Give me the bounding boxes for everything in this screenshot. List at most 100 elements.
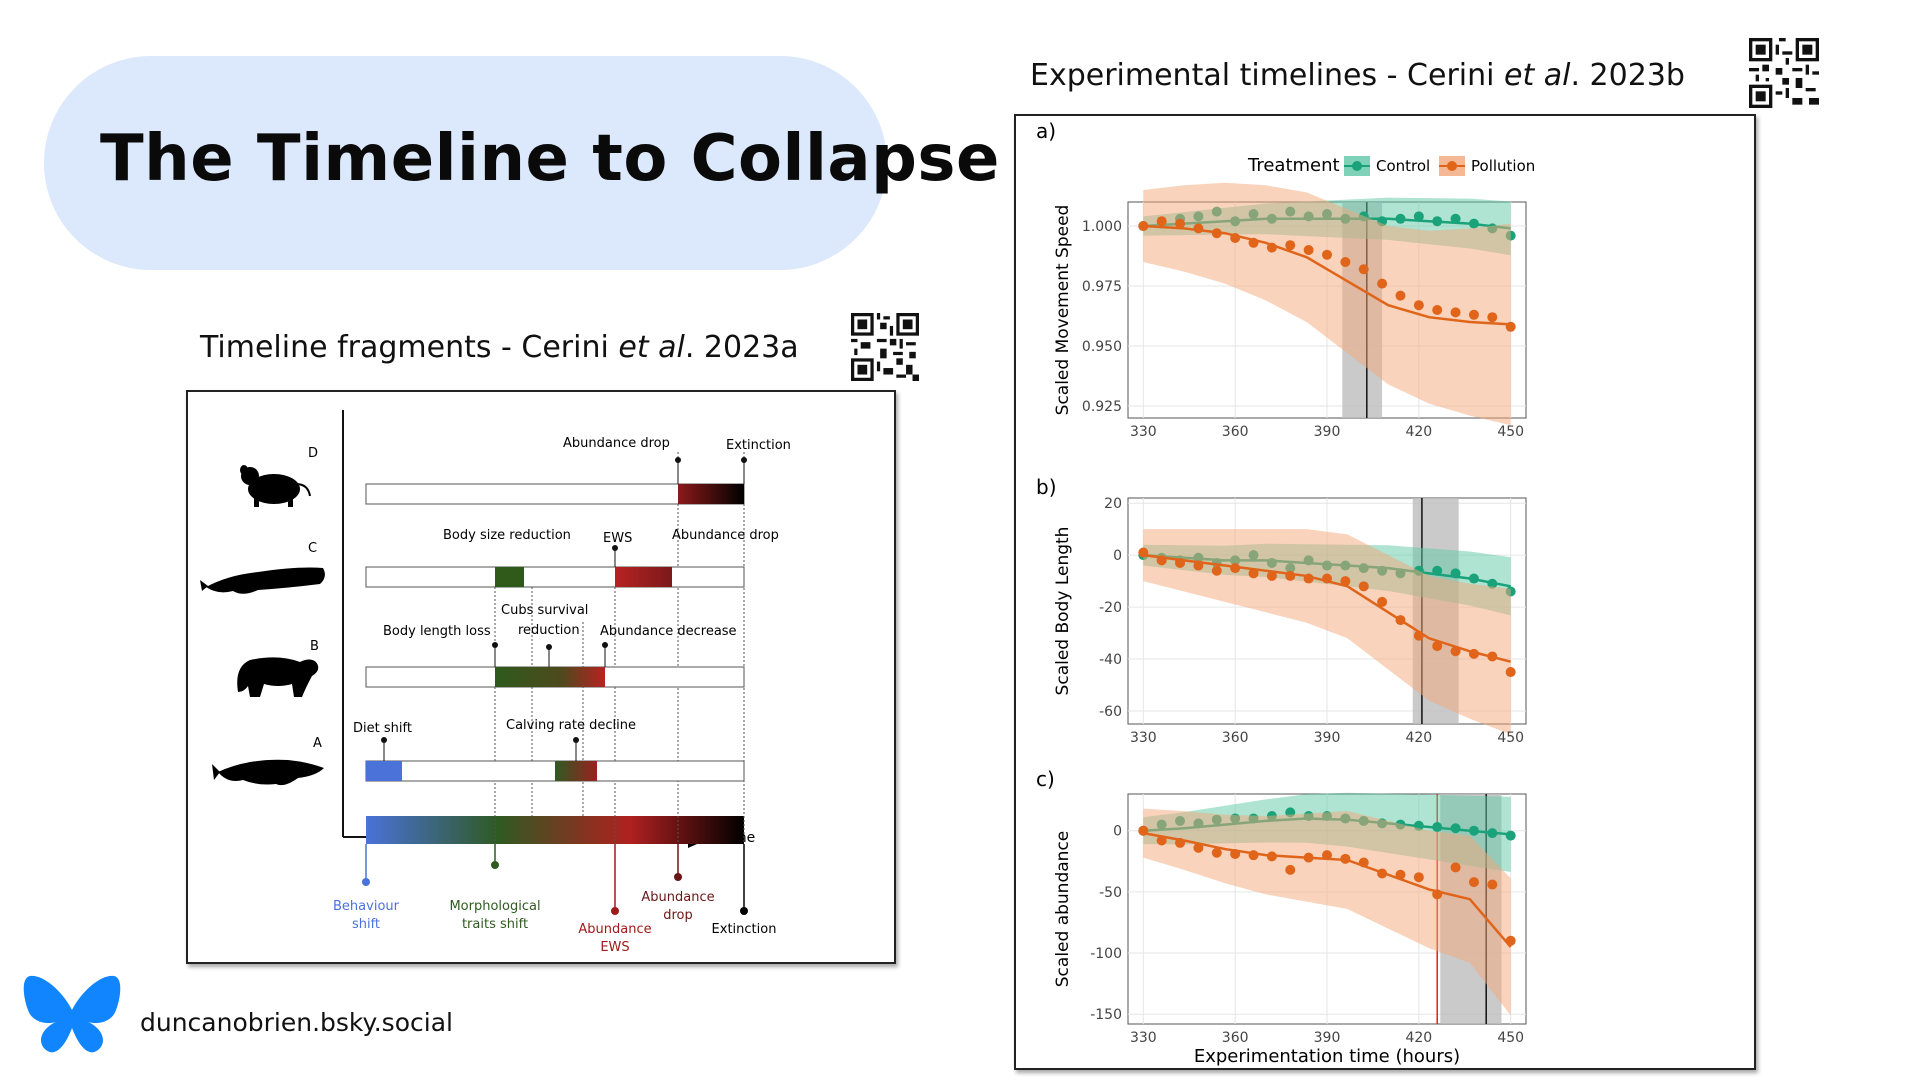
title-pill <box>44 56 887 270</box>
label-diet-shift: Diet shift <box>353 721 412 736</box>
pollution-point <box>1358 581 1369 592</box>
legend: Treatment Control Pollution <box>1247 155 1535 176</box>
x-tick-label: 420 <box>1405 1030 1432 1046</box>
pollution-point <box>1487 879 1498 890</box>
row-letter-c: C <box>308 541 317 556</box>
y-axis-label: Scaled Body Length <box>1053 527 1073 696</box>
pollution-point <box>1248 237 1259 248</box>
control-point <box>1450 213 1461 224</box>
pollution-point <box>1450 646 1461 657</box>
row-letter-a: A <box>313 736 322 751</box>
y-tick-label: 0.975 <box>1082 279 1122 295</box>
pollution-point <box>1432 641 1443 652</box>
bluesky-handle[interactable]: duncanobrien.bsky.social <box>140 1008 453 1037</box>
pollution-point <box>1395 615 1406 626</box>
left-caption-suffix: . 2023a <box>684 330 799 365</box>
pollution-point <box>1193 223 1204 234</box>
pollution-point <box>1340 257 1351 267</box>
pollution-point <box>1175 557 1186 568</box>
pollution-point <box>1413 300 1424 311</box>
y-tick-label: -20 <box>1099 600 1122 616</box>
pollution-point <box>1303 245 1314 255</box>
y-tick-label: -40 <box>1099 652 1122 668</box>
control-point <box>1487 828 1498 839</box>
pollution-point <box>1395 290 1406 301</box>
experimental-charts: a) b) c) Treatment Control Pollution 330… <box>1036 119 1535 1067</box>
pollution-point <box>1248 850 1259 861</box>
x-axis-label: Experimentation time (hours) <box>1194 1046 1460 1067</box>
x-tick-label: 450 <box>1497 730 1524 746</box>
pollution-point <box>1432 889 1443 900</box>
label-extinction-bottom: Extinction <box>712 922 777 937</box>
page-title: The Timeline to Collapse <box>100 122 1000 196</box>
left-caption-prefix: Timeline fragments - Cerini <box>200 330 619 365</box>
butterfly-icon[interactable] <box>22 970 122 1060</box>
row-a-fill <box>555 761 597 781</box>
qr-code-icon[interactable] <box>851 313 919 381</box>
y-axis-label: Scaled Movement Speed <box>1053 205 1073 416</box>
pollution-point <box>1211 565 1222 576</box>
right-caption-suffix: . 2023b <box>1570 58 1685 93</box>
pollution-point <box>1138 221 1149 231</box>
left-caption-italic: et al <box>618 330 685 365</box>
right-caption: Experimental timelines - Cerini et al. 2… <box>1030 58 1685 93</box>
control-point <box>1413 211 1424 222</box>
x-tick-label: 360 <box>1222 730 1249 746</box>
pollution-point <box>1285 864 1296 875</box>
pollution-point <box>1266 242 1277 253</box>
qr-code-icon[interactable] <box>1749 38 1819 108</box>
pollution-point <box>1505 321 1516 332</box>
pollution-point <box>1340 576 1351 587</box>
y-axis-label: Scaled abundance <box>1053 831 1073 987</box>
pollution-confidence-band <box>1143 529 1511 735</box>
control-point <box>1432 216 1443 227</box>
x-tick-label: 420 <box>1405 424 1432 440</box>
pollution-point <box>1322 573 1332 584</box>
chart-panel-3: 330 360 390 420 450 -150 -100 -50 0 Scaled abunda… <box>1053 792 1527 1067</box>
control-point <box>1432 565 1443 576</box>
pollution-point <box>1248 568 1259 579</box>
y-tick-label: -60 <box>1099 704 1122 720</box>
pollution-point <box>1487 651 1498 662</box>
pollution-point <box>1285 570 1296 581</box>
right-caption-prefix: Experimental timelines - Cerini <box>1030 58 1504 93</box>
legend-pollution-label: Pollution <box>1471 157 1535 175</box>
row-letter-d: D <box>308 446 318 461</box>
pollution-point <box>1395 869 1406 880</box>
label-abundance-ews-2: EWS <box>600 940 629 955</box>
pollution-point <box>1413 872 1424 883</box>
control-point <box>1468 573 1479 584</box>
pollution-point <box>1358 264 1369 275</box>
label-traits-shift: traits shift <box>462 917 528 932</box>
x-tick-label: 420 <box>1405 730 1432 746</box>
label-behaviour: Behaviour <box>333 899 400 914</box>
row-c-fill-red <box>615 567 672 587</box>
label-morphological: Morphological <box>449 899 540 914</box>
pollution-point <box>1413 630 1424 641</box>
pollution-point <box>1468 309 1479 320</box>
y-tick-label: 1.000 <box>1082 219 1122 235</box>
pollution-point <box>1156 835 1167 846</box>
collapse-gradient-bar <box>366 816 744 844</box>
control-point <box>1505 830 1516 841</box>
chart-panel-2: 330 360 390 420 450 -60 -40 -20 0 20 Scaled Body L… <box>1053 496 1527 746</box>
pollution-point <box>1377 868 1388 879</box>
y-tick-label: 0.950 <box>1082 339 1122 355</box>
y-tick-label: 0 <box>1113 548 1122 564</box>
control-point <box>1468 825 1479 836</box>
y-tick-label: 0.925 <box>1082 399 1122 415</box>
pollution-point <box>1377 278 1388 289</box>
row-c-fill-green <box>495 567 524 587</box>
y-tick-label: -50 <box>1099 885 1122 901</box>
pollution-fit-line <box>1143 224 1511 326</box>
label-abundance-drop-d: Abundance drop <box>563 436 670 451</box>
pollution-point <box>1322 249 1332 260</box>
label-abundance-ews-1: Abundance <box>578 922 651 937</box>
sperm-whale-silhouette-icon <box>200 567 325 594</box>
humpback-whale-silhouette-icon <box>212 759 324 786</box>
x-tick-label: 330 <box>1130 730 1157 746</box>
label-calving-rate-decline: Calving rate decline <box>506 718 636 733</box>
pollution-point <box>1322 850 1332 861</box>
pollution-point <box>1156 555 1167 566</box>
pollution-point <box>1211 847 1222 858</box>
